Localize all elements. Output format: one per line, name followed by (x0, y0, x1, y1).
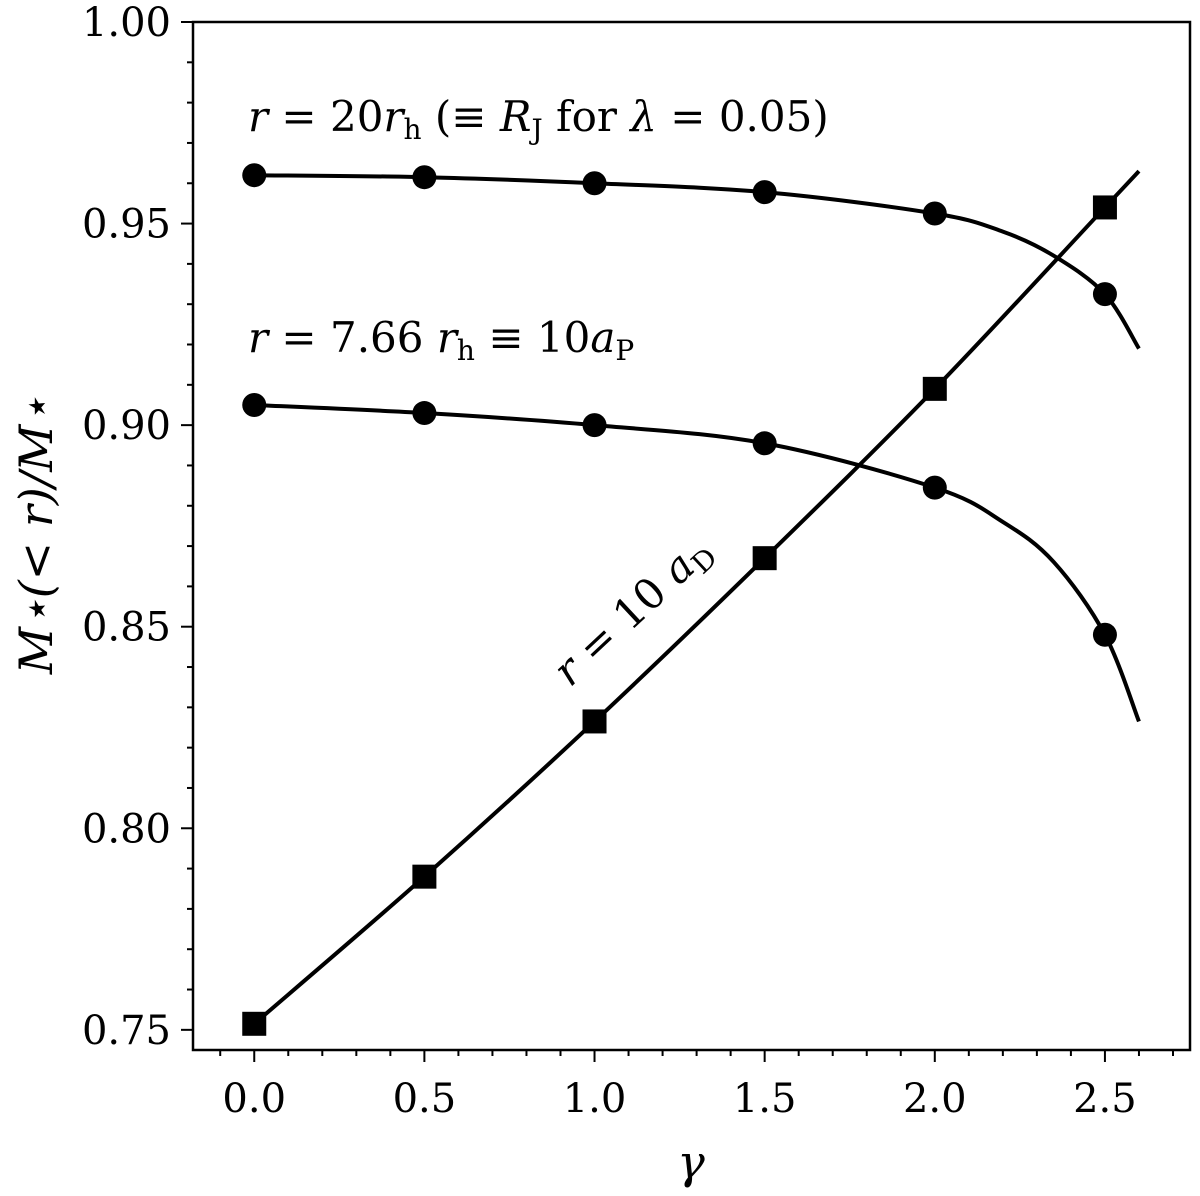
x-tick-label: 1.0 (563, 1076, 627, 1122)
y-axis: 0.75 0.80 0.85 0.90 0.95 1.00 (82, 0, 193, 1054)
data-point-circle (242, 163, 267, 188)
y-tick-label: 0.75 (82, 1008, 171, 1054)
data-point-square (752, 546, 777, 571)
data-point-square (1092, 195, 1117, 220)
annotation-r20rh: r = 20rh (≡ RJ for λ = 0.05) (248, 92, 829, 146)
series-aD10 (242, 169, 1141, 1036)
data-point-circle (582, 171, 607, 196)
data-point-circle (242, 392, 267, 417)
plot-frame (191, 20, 1192, 1052)
x-tick-label: 2.0 (903, 1076, 967, 1122)
y-axis-label: M⋆(< r)/M⋆ (9, 396, 63, 675)
data-point-circle (1092, 622, 1117, 647)
annotation-r766rh: r = 7.66 rh ≡ 10aP (248, 313, 634, 367)
x-tick-label: 0.0 (222, 1076, 286, 1122)
data-point-circle (922, 475, 947, 500)
x-axis: 0.0 0.5 1.0 1.5 2.0 2.5 (219, 1050, 1174, 1122)
data-point-square (922, 376, 947, 401)
plot-border (191, 20, 1192, 1052)
x-tick-label: 1.5 (733, 1076, 797, 1122)
x-axis-label: γ (677, 1135, 705, 1189)
data-point-circle (752, 180, 777, 205)
series-layer (242, 163, 1141, 1036)
data-point-square (242, 1011, 267, 1036)
y-tick-label: 0.90 (82, 403, 171, 449)
data-point-square (582, 709, 607, 734)
y-tick-label: 0.85 (82, 605, 171, 651)
data-point-circle (412, 401, 437, 426)
x-tick-label: 0.5 (393, 1076, 457, 1122)
series-rh20 (242, 163, 1141, 350)
y-tick-label: 0.95 (82, 202, 171, 248)
series-line (254, 402, 1141, 723)
x-tick-label: 2.5 (1073, 1076, 1137, 1122)
series-line (252, 169, 1141, 1026)
annotation-r10aD: r = 10 aD (543, 526, 723, 699)
series-rh766 (242, 392, 1141, 723)
data-point-square (412, 864, 437, 889)
y-tick-label: 1.00 (82, 0, 171, 46)
data-point-circle (922, 201, 947, 226)
data-point-circle (582, 413, 607, 438)
data-point-circle (752, 431, 777, 456)
data-point-circle (1092, 282, 1117, 307)
y-tick-label: 0.80 (82, 806, 171, 852)
data-point-circle (412, 165, 437, 190)
